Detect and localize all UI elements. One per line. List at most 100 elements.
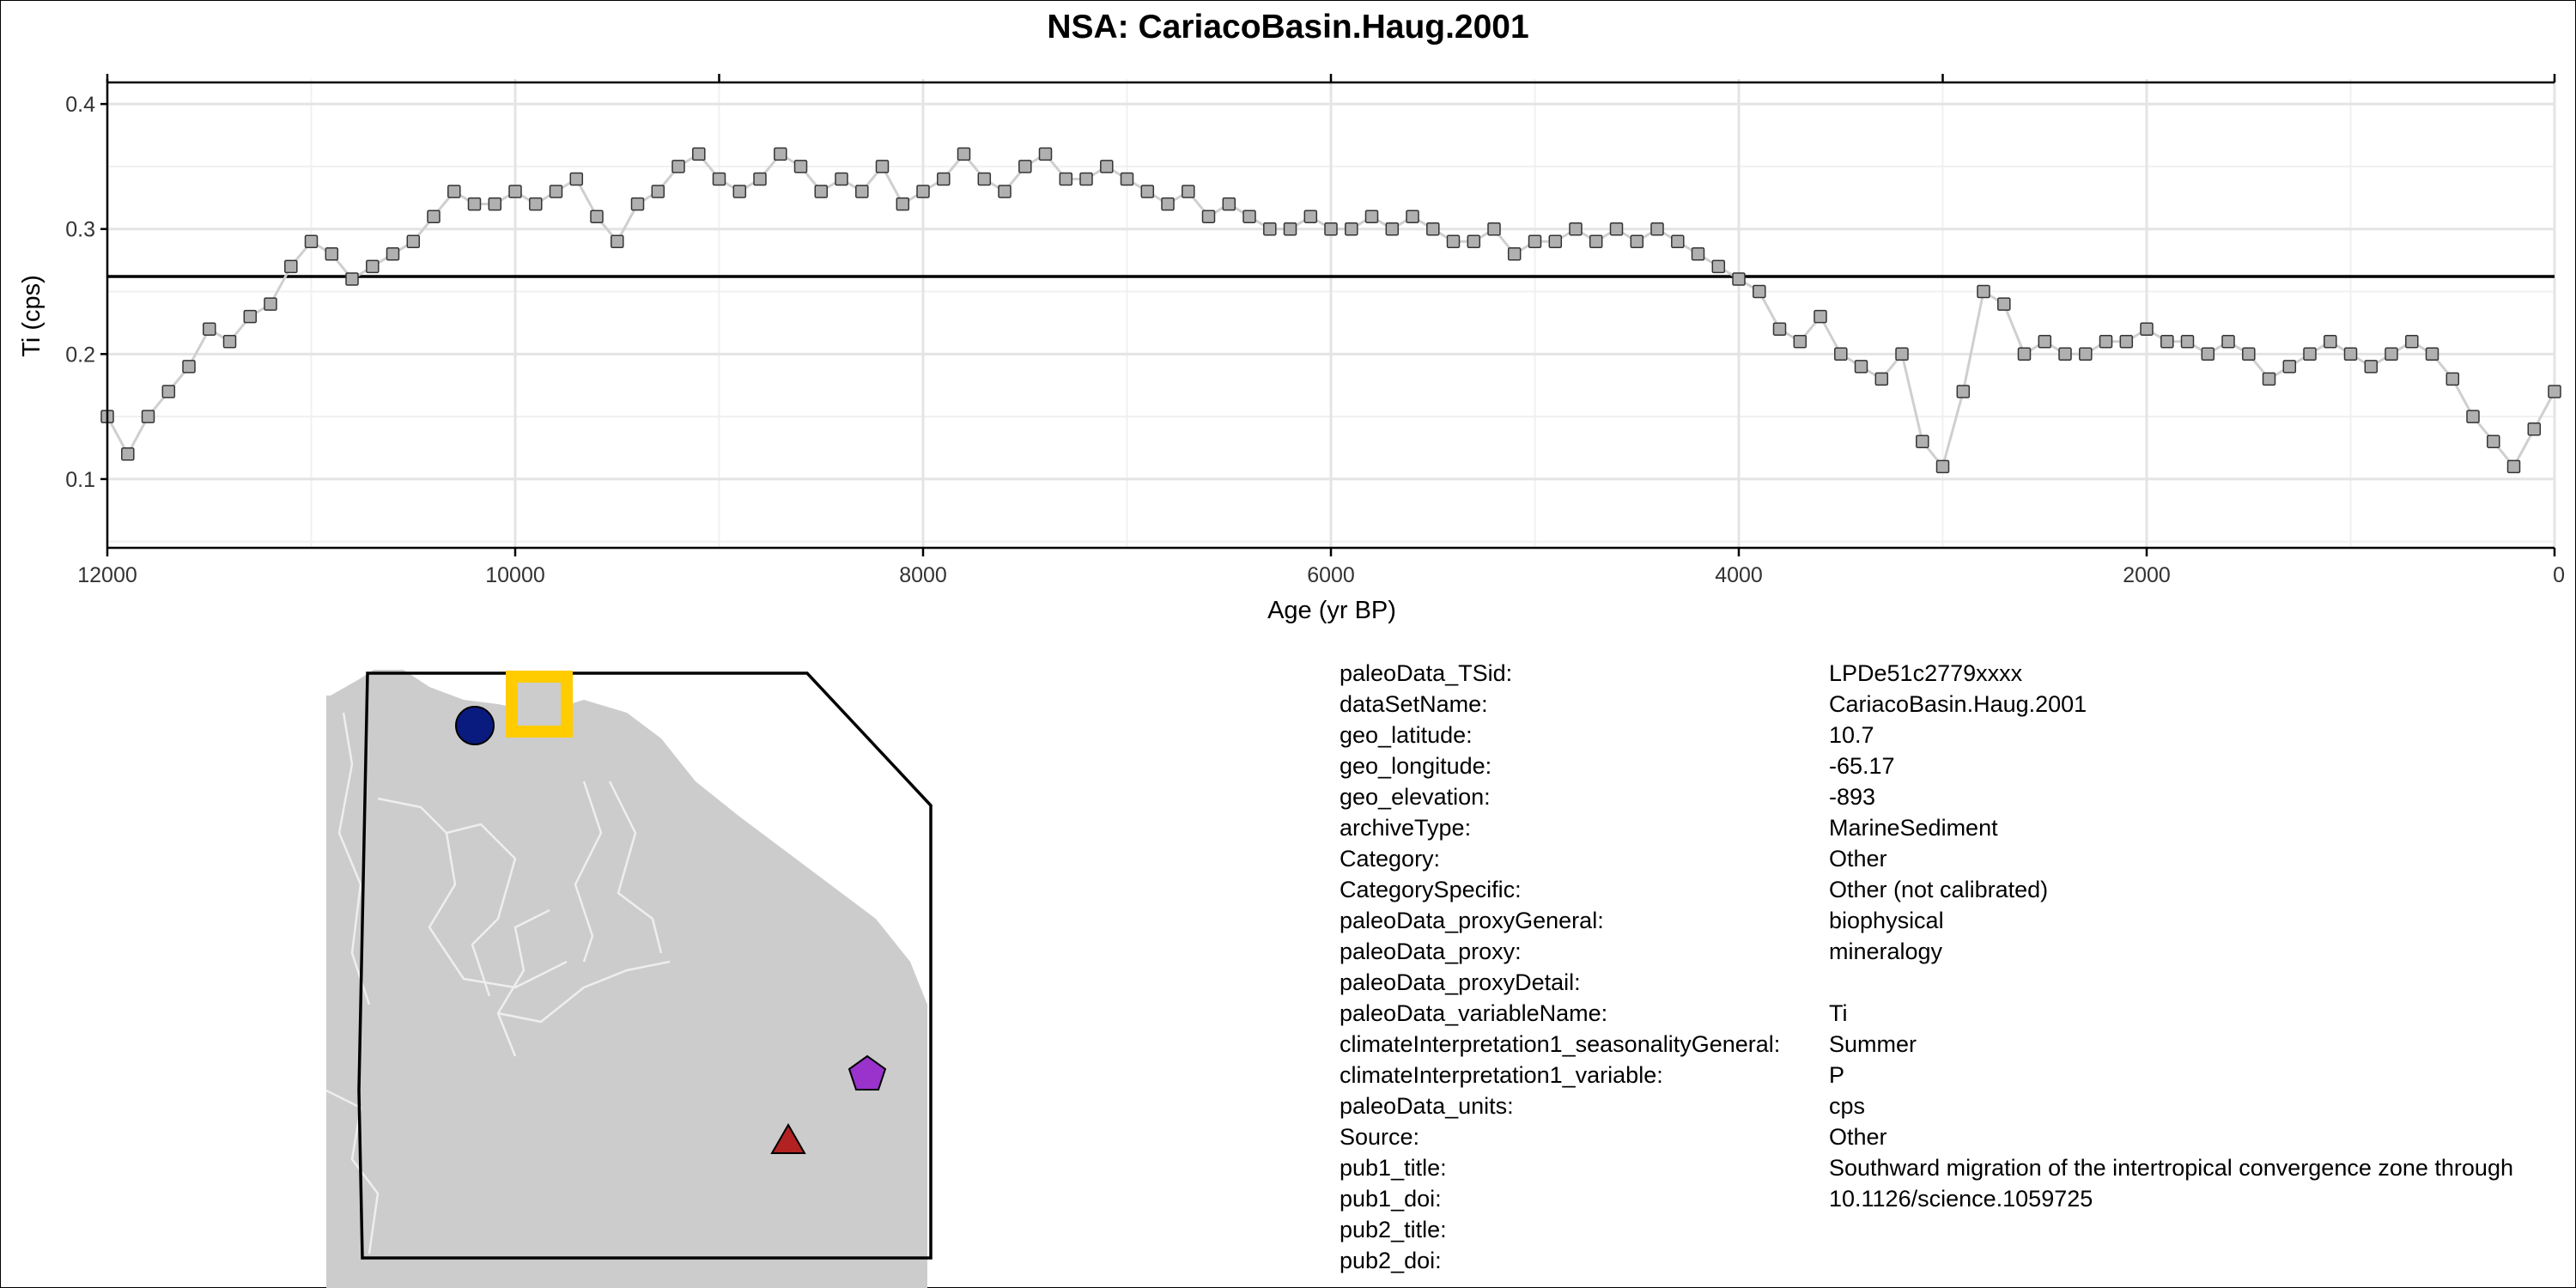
data-point	[1182, 185, 1195, 198]
data-point	[1569, 222, 1583, 236]
data-point	[2425, 347, 2439, 361]
data-point	[569, 172, 584, 186]
metadata-value: Other	[1829, 1124, 1887, 1150]
data-point	[2385, 347, 2398, 361]
metadata-value: P	[1829, 1062, 1845, 1088]
data-point	[774, 147, 787, 161]
data-point	[366, 259, 380, 274]
metadata-key: paleoData_units:	[1340, 1093, 1514, 1119]
data-point	[2242, 347, 2256, 361]
border-line	[608, 781, 663, 954]
metadata-key: Source:	[1340, 1124, 1420, 1150]
x-tick-label: 12000	[77, 563, 137, 587]
map-bounding-polygon	[357, 671, 933, 1260]
data-point	[1793, 335, 1807, 349]
metadata-row: geo_elevation: -893	[1340, 781, 2513, 812]
metadata-key: dataSetName:	[1340, 691, 1488, 717]
metadata-key: CategorySpecific:	[1340, 877, 1522, 902]
data-point	[2058, 347, 2072, 361]
metadata-value: cps	[1829, 1093, 1866, 1119]
data-point	[2038, 335, 2052, 349]
metadata-value: MarineSediment	[1829, 815, 1998, 841]
data-point	[447, 185, 461, 198]
metadata-value: mineralogy	[1829, 939, 1943, 964]
data-point	[427, 210, 440, 223]
metadata-key: pub2_title:	[1340, 1217, 1447, 1242]
map-borders	[326, 712, 671, 1255]
data-point	[1895, 347, 1909, 361]
data-point	[2466, 410, 2480, 423]
data-point	[1487, 222, 1501, 236]
site-marker-pentagon	[848, 1054, 887, 1091]
data-point	[222, 335, 237, 349]
data-point	[2140, 322, 2154, 336]
data-point	[835, 172, 848, 186]
timeseries-chart: 12000 10000 8000 6000 4000 2000 00.10.20.30.4 …	[18, 74, 2565, 624]
data-point	[304, 234, 319, 249]
data-point	[1589, 234, 1603, 249]
data-point	[2201, 347, 2215, 361]
border-line	[496, 908, 550, 1057]
metadata-key: paleoData_proxyDetail:	[1340, 969, 1581, 995]
metadata-row: pub2_title:	[1340, 1214, 2513, 1245]
metadata-value: LPDe51c2779xxxx	[1829, 660, 2023, 686]
data-point	[732, 185, 747, 198]
data-point	[1120, 172, 1134, 186]
x-tick-label: 10000	[485, 563, 545, 587]
data-point	[793, 160, 808, 173]
x-tick-label: 8000	[899, 563, 947, 587]
metadata-value: Other	[1829, 846, 1887, 872]
data-point	[1426, 222, 1440, 236]
metadata-value: 10.1126/science.1059725	[1829, 1186, 2093, 1212]
series-group	[100, 147, 2561, 474]
data-point	[406, 234, 421, 249]
metadata-row: pub1_doi: 10.1126/science.1059725	[1340, 1183, 2513, 1214]
metadata-row: paleoData_proxy: mineralogy	[1340, 936, 2513, 967]
data-point	[1038, 147, 1053, 161]
data-point	[2487, 434, 2500, 448]
metadata-key: geo_longitude:	[1340, 753, 1492, 779]
y-tick-label: 0.4	[65, 93, 95, 117]
data-point	[814, 185, 829, 198]
data-point	[1854, 360, 1868, 374]
data-point	[1467, 234, 1481, 249]
data-point	[2527, 422, 2542, 436]
data-point	[2017, 347, 2032, 361]
data-point	[1345, 222, 1358, 236]
metadata-row: paleoData_proxyDetail:	[1340, 967, 2513, 998]
data-point	[2548, 385, 2561, 398]
data-point	[1364, 210, 1379, 223]
metadata-key: pub1_title:	[1340, 1155, 1447, 1181]
data-point	[1385, 222, 1400, 236]
data-point	[2160, 335, 2174, 349]
chart-title: NSA: CariacoBasin.Haug.2001	[1047, 9, 1529, 46]
data-point	[1548, 234, 1563, 249]
data-point	[1079, 172, 1093, 186]
data-point	[2262, 372, 2276, 386]
data-point	[2119, 335, 2134, 349]
metadata-key: Category:	[1340, 846, 1441, 872]
data-point	[671, 160, 685, 173]
metadata-row: geo_longitude: -65.17	[1340, 750, 2513, 781]
data-point	[549, 185, 563, 198]
metadata-row: pub1_title: Southward migration of the in…	[1340, 1152, 2513, 1183]
data-point	[1997, 297, 2011, 311]
border-line	[428, 832, 568, 989]
border-line	[326, 1089, 380, 1255]
data-point	[1242, 210, 1256, 223]
data-point	[1059, 172, 1073, 186]
data-point	[2324, 335, 2337, 349]
data-point	[1406, 210, 1419, 223]
y-tick-label: 0.2	[65, 343, 95, 367]
data-point	[2364, 360, 2379, 374]
data-point	[488, 197, 502, 211]
metadata-row: archiveType: MarineSediment	[1340, 812, 2513, 843]
data-point	[264, 297, 277, 311]
data-point	[2343, 347, 2358, 361]
data-point	[1140, 185, 1155, 198]
data-point	[325, 247, 339, 261]
metadata-key: archiveType:	[1340, 815, 1472, 841]
data-point	[1834, 347, 1848, 361]
data-point	[203, 322, 216, 336]
metadata-row: Category: Other	[1340, 843, 2513, 874]
